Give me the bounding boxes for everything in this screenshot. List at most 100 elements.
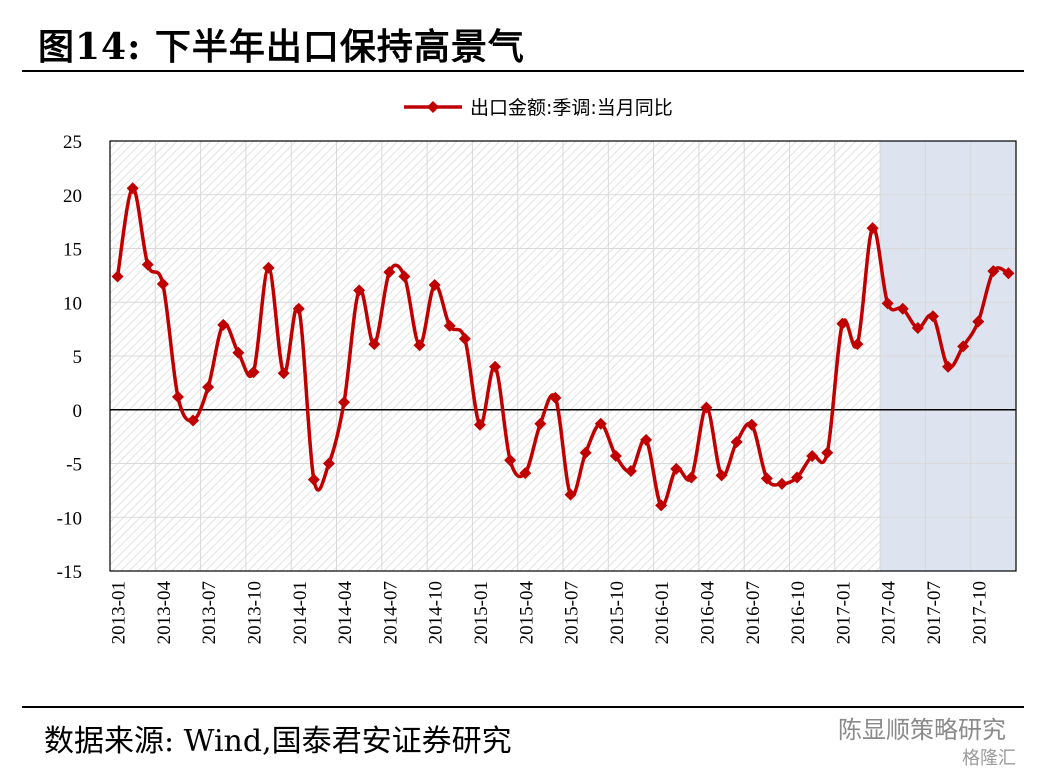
data-point — [171, 390, 184, 403]
data-point — [579, 446, 592, 459]
y-tick-label: 5 — [73, 347, 83, 368]
data-point — [443, 319, 456, 332]
data-point — [292, 302, 305, 315]
x-tick-label: 2013-07 — [199, 581, 220, 644]
data-point — [564, 488, 577, 501]
data-point — [609, 449, 622, 462]
watermark-site: 格隆汇 — [962, 748, 1016, 769]
data-point — [624, 465, 637, 478]
data-point — [262, 261, 275, 274]
data-point — [202, 381, 215, 394]
data-point — [322, 457, 335, 470]
data-point — [745, 418, 758, 431]
x-tick-label: 2014-07 — [380, 581, 401, 644]
data-point — [836, 317, 849, 330]
top-rule — [22, 70, 1024, 72]
data-point — [775, 477, 788, 490]
line-chart: 25 20 15 10 5 0 -5 -10 -15 2013-01 2013-04 2013-07… — [57, 97, 1017, 645]
data-point — [760, 472, 773, 485]
data-point — [655, 499, 668, 512]
data-point — [458, 332, 471, 345]
data-point — [338, 396, 351, 409]
watermark-account: 陈显顺策略研究 — [838, 716, 1006, 744]
x-tick-label: 2016-07 — [743, 581, 764, 644]
data-point — [383, 266, 396, 279]
data-point — [398, 270, 411, 283]
data-point — [111, 270, 124, 283]
data-point — [881, 297, 894, 310]
legend: 出口金额:季调:当月同比 — [404, 97, 673, 119]
x-tick-label: 2017-04 — [879, 581, 900, 645]
data-point — [685, 471, 698, 484]
data-point — [307, 473, 320, 486]
x-tick-label: 2015-07 — [562, 581, 583, 644]
x-tick-label: 2015-04 — [516, 581, 537, 645]
x-tick-label: 2014-10 — [426, 581, 447, 644]
y-tick-label: -15 — [57, 562, 82, 583]
x-tick-label: 2013-04 — [154, 581, 175, 645]
data-point — [247, 366, 260, 379]
data-point — [534, 417, 547, 430]
data-point — [277, 367, 290, 380]
data-point — [504, 454, 517, 467]
x-tick-label: 2016-10 — [788, 581, 809, 644]
data-point — [368, 338, 381, 351]
x-tick-label: 2013-10 — [244, 581, 265, 644]
data-point — [851, 338, 864, 351]
bottom-rule — [22, 706, 1024, 708]
data-point — [217, 318, 230, 331]
data-point — [715, 469, 728, 482]
data-point — [957, 340, 970, 353]
y-tick-label: 0 — [73, 401, 83, 422]
data-point — [126, 182, 139, 195]
data-point — [926, 310, 939, 323]
x-tick-label: 2017-10 — [969, 581, 990, 644]
data-point — [942, 360, 955, 373]
data-point — [987, 265, 1000, 278]
x-tick-label: 2014-01 — [290, 581, 311, 644]
source-note: 数据来源: Wind,国泰君安证券研究 — [44, 724, 512, 759]
data-point — [896, 302, 909, 315]
data-point — [353, 284, 366, 297]
data-point — [413, 339, 426, 352]
data-point — [866, 222, 879, 235]
data-point — [489, 360, 502, 373]
y-tick-label: -5 — [66, 455, 82, 476]
data-point — [428, 279, 441, 292]
y-tick-label: 15 — [63, 240, 82, 261]
data-point — [1002, 267, 1015, 280]
figure-title: 图14: 下半年出口保持高景气 — [38, 26, 525, 68]
data-point — [232, 346, 245, 359]
data-point — [156, 277, 169, 290]
data-point — [670, 462, 683, 475]
x-tick-label: 2017-01 — [833, 581, 854, 644]
x-tick-label: 2016-01 — [652, 581, 673, 644]
grid-lines — [110, 140, 1016, 572]
data-point — [911, 322, 924, 335]
data-point — [791, 471, 804, 484]
y-tick-label: 10 — [63, 293, 82, 314]
data-point — [640, 433, 653, 446]
x-tick-label: 2017-07 — [924, 581, 945, 644]
x-tick-label: 2015-10 — [607, 581, 628, 644]
data-point — [473, 418, 486, 431]
y-tick-label: -10 — [57, 508, 82, 529]
y-tick-label: 20 — [63, 186, 82, 207]
legend-label: 出口金额:季调:当月同比 — [470, 97, 673, 119]
x-tick-label: 2015-01 — [471, 581, 492, 644]
data-point — [519, 467, 532, 480]
data-point — [700, 401, 713, 414]
data-point — [806, 449, 819, 462]
series-markers — [111, 182, 1015, 512]
y-tick-label: 25 — [63, 132, 82, 153]
y-axis-ticks: 25 20 15 10 5 0 -5 -10 -15 — [57, 132, 82, 583]
legend-marker — [427, 101, 439, 113]
x-tick-label: 2014-04 — [335, 581, 356, 645]
data-point — [972, 315, 985, 328]
data-point — [730, 436, 743, 448]
data-point — [594, 417, 607, 430]
data-point — [187, 414, 200, 427]
data-point — [549, 391, 562, 404]
data-point — [821, 446, 834, 459]
x-axis-ticks: 2013-01 2013-04 2013-07 2013-10 2014-01 2014-… — [109, 581, 991, 645]
